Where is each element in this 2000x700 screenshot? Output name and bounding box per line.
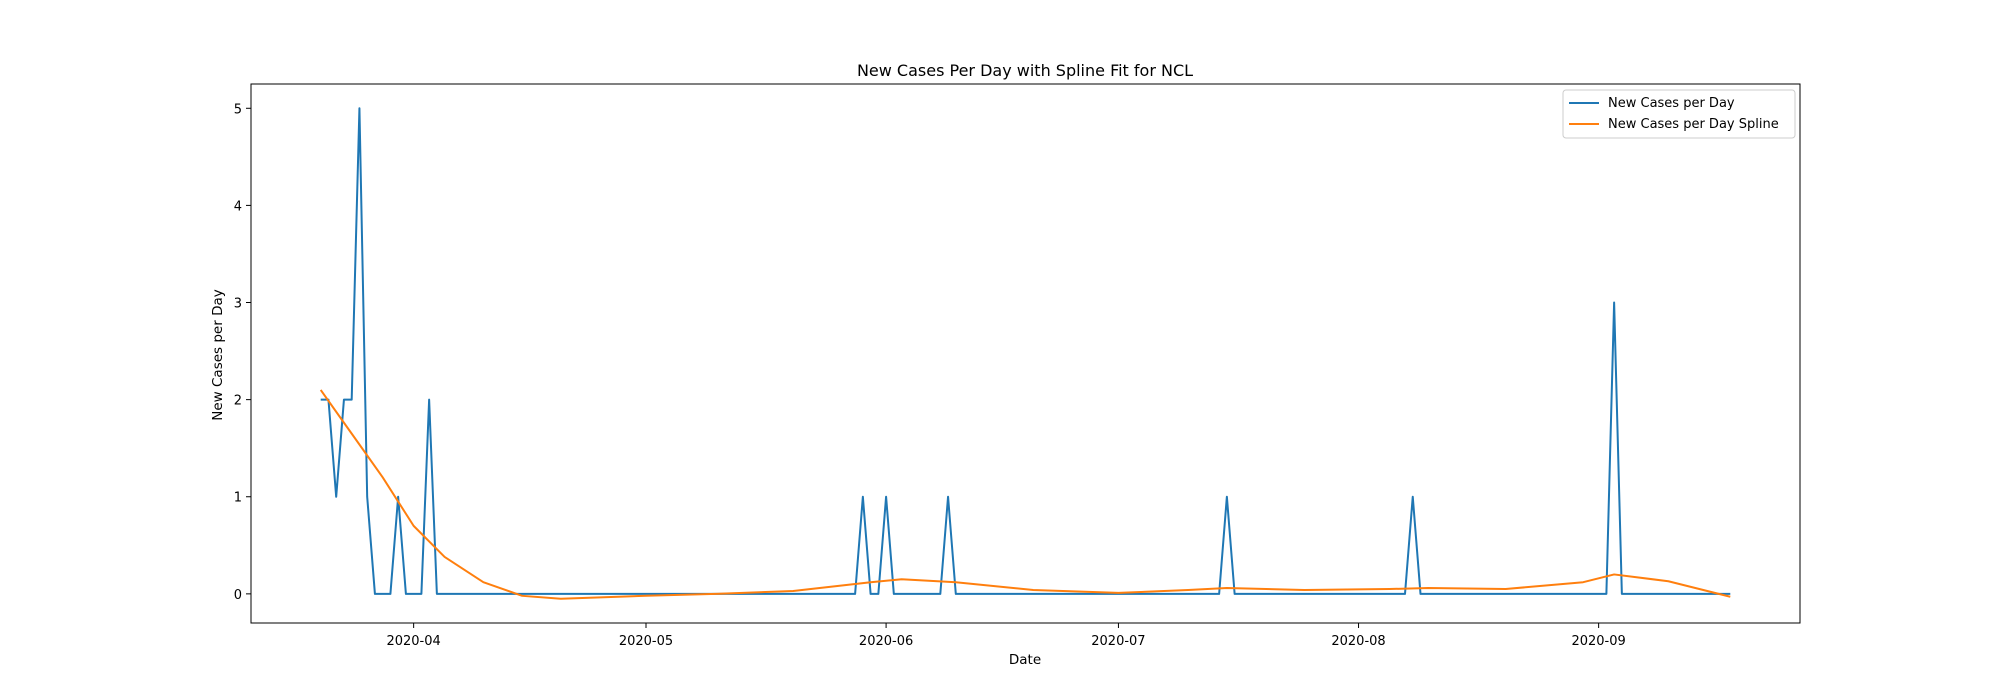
y-axis-label: New Cases per Day — [210, 289, 226, 420]
legend-box — [1562, 89, 1796, 139]
y-tick-label: 2 — [234, 394, 242, 409]
legend: New Cases per Day New Cases per Day Spli… — [1562, 89, 1796, 139]
series-line-1 — [320, 107, 1731, 595]
plot-frame — [250, 83, 1801, 624]
x-axis-label: Date — [1009, 652, 1041, 668]
y-tick-label: 1 — [234, 491, 242, 506]
legend-label-series-1: New Cases per Day — [1608, 96, 1735, 111]
y-axis: 0 1 2 3 4 5 — [234, 102, 251, 603]
x-axis: 2020-04 2020-05 2020-06 2020-07 2020-08 2020-… — [386, 623, 1626, 649]
x-tick-label: 2020-04 — [386, 634, 440, 649]
y-tick-label: 0 — [234, 588, 242, 603]
series-line-2 — [319, 389, 1731, 600]
plot-area — [250, 83, 1801, 624]
y-tick-label: 4 — [234, 199, 242, 214]
x-tick-label: 2020-08 — [1331, 634, 1385, 649]
x-tick-label: 2020-07 — [1091, 634, 1145, 649]
x-tick-label: 2020-06 — [859, 634, 913, 649]
x-tick-label: 2020-05 — [619, 634, 673, 649]
y-tick-label: 3 — [234, 297, 242, 312]
legend-label-series-2: New Cases per Day Spline — [1608, 117, 1779, 132]
y-tick-label: 5 — [234, 102, 242, 117]
x-tick-label: 2020-09 — [1571, 634, 1625, 649]
chart-title: New Cases Per Day with Spline Fit for NC… — [857, 61, 1193, 80]
